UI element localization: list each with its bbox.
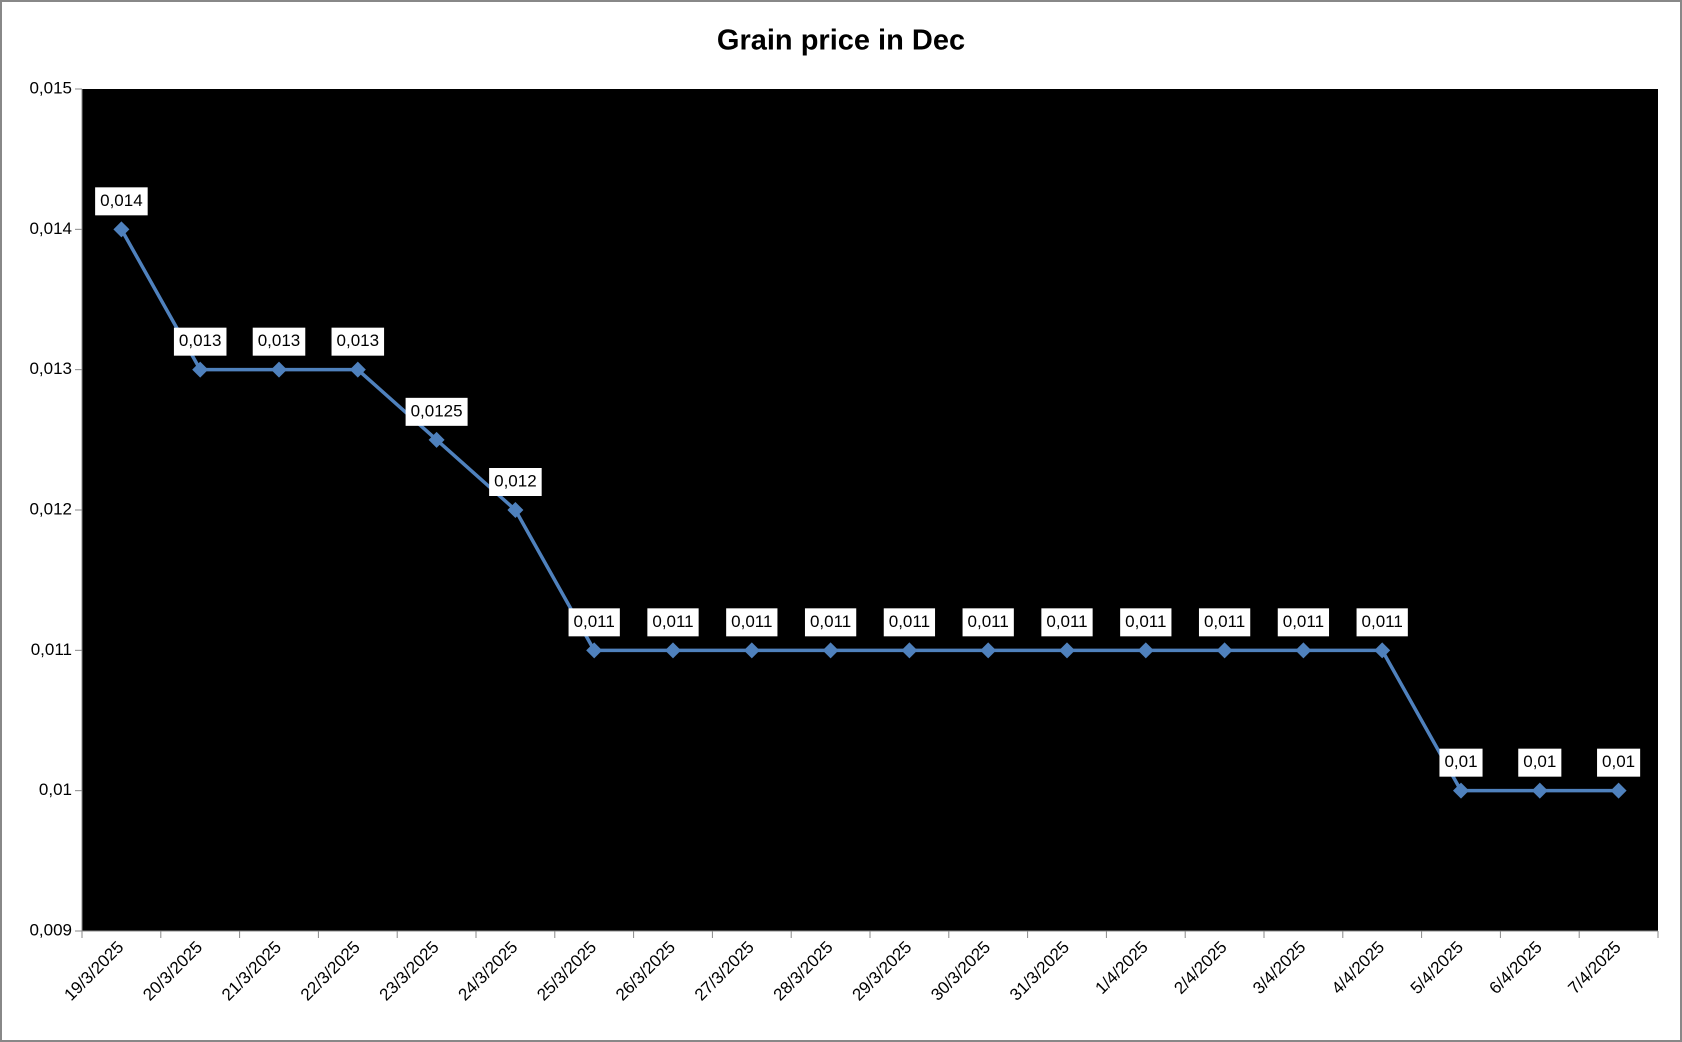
data-label: 0,011 <box>810 612 851 631</box>
label-box <box>1041 608 1093 637</box>
marker <box>1374 642 1391 659</box>
data-label: 0,012 <box>494 471 537 490</box>
y-tick-label: 0,011 <box>31 640 72 659</box>
marker <box>1610 782 1627 799</box>
data-label: 0,011 <box>1125 612 1166 631</box>
data-label: 0,013 <box>179 331 222 350</box>
plot-area <box>82 89 1658 931</box>
line <box>119 228 1619 793</box>
y-tick-label: 0,009 <box>29 920 72 939</box>
label-box <box>1120 608 1172 637</box>
label-box <box>489 468 542 496</box>
label-box <box>804 608 857 637</box>
data-label: 0,011 <box>889 612 930 631</box>
label-box <box>568 608 620 637</box>
label-box <box>95 187 148 216</box>
marker <box>901 642 918 659</box>
label-box <box>1597 748 1641 777</box>
label-box <box>1356 608 1408 637</box>
marker <box>743 642 760 659</box>
data-label: 0,013 <box>337 331 380 350</box>
label-box <box>1277 608 1330 637</box>
marker <box>1137 642 1154 659</box>
data-label: 0,01 <box>1444 752 1477 771</box>
y-tick-label: 0,012 <box>29 499 72 518</box>
marker <box>349 361 366 378</box>
marker <box>1453 782 1469 799</box>
label-box <box>1439 748 1483 777</box>
data-label: 0,011 <box>731 612 772 631</box>
y-tick-label: 0,015 <box>29 78 72 97</box>
y-tick-label: 0,013 <box>29 359 72 378</box>
data-label: 0,014 <box>100 191 143 210</box>
marker <box>113 221 130 238</box>
marker <box>822 642 839 659</box>
label-box <box>252 327 306 356</box>
data-label: 0,011 <box>968 612 1009 631</box>
chart-title: Grain price in Dec <box>717 25 965 57</box>
label-box <box>962 608 1014 637</box>
y-tick-label: 0,01 <box>39 780 72 799</box>
label-box <box>173 327 227 356</box>
label-box <box>1518 748 1562 777</box>
data-label: 0,011 <box>574 612 615 631</box>
marker <box>1295 642 1312 659</box>
marker <box>1059 642 1075 659</box>
marker <box>428 431 445 448</box>
label-box <box>726 608 778 637</box>
data-label: 0,011 <box>1046 612 1087 631</box>
data-label: 0,01 <box>1602 752 1635 771</box>
data-label: 0,0125 <box>411 401 463 420</box>
marker <box>192 361 209 378</box>
marker <box>1531 782 1548 799</box>
data-label: 0,011 <box>1204 612 1245 631</box>
data-label: 0,01 <box>1523 752 1556 771</box>
data-label: 0,011 <box>1283 612 1324 631</box>
label-box <box>647 608 699 637</box>
marker <box>980 642 997 659</box>
data-label: 0,011 <box>652 612 693 631</box>
marker <box>507 502 524 518</box>
label-box <box>883 608 936 637</box>
marker <box>586 642 603 659</box>
y-tick-label: 0,014 <box>29 219 72 238</box>
data-label: 0,011 <box>1362 612 1403 631</box>
label-box <box>1198 608 1251 637</box>
label-box <box>331 327 385 356</box>
marker <box>271 361 287 378</box>
data-label: 0,013 <box>258 331 301 350</box>
label-box <box>405 397 468 426</box>
marker <box>665 642 681 659</box>
marker <box>1216 642 1233 659</box>
